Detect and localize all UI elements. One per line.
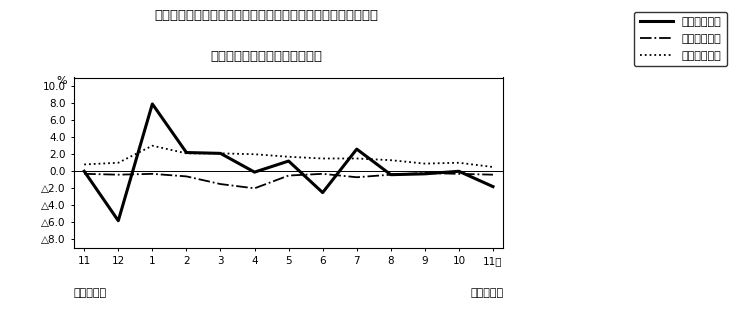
Text: 平成２２年: 平成２２年 xyxy=(74,288,107,298)
Text: （規模５人以上　調査産業計）: （規模５人以上 調査産業計） xyxy=(210,50,323,63)
Legend: 現金給与総額, 総実労働時間, 常用雇用指数: 現金給与総額, 総実労働時間, 常用雇用指数 xyxy=(634,12,727,66)
Text: 平成２３年: 平成２３年 xyxy=(470,288,503,298)
Text: 第４図　賃金、労働時間、常用雇用指数　対前年同月比の推移: 第４図 賃金、労働時間、常用雇用指数 対前年同月比の推移 xyxy=(155,9,378,22)
Text: %: % xyxy=(56,76,67,86)
